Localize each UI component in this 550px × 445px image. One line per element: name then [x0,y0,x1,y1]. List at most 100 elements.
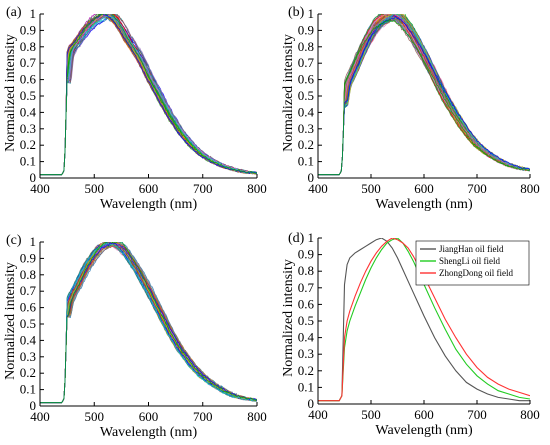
series-line-56 [40,14,257,176]
y-tick-label: 0.5 [298,313,314,328]
series-line-47 [40,14,257,176]
series-line-6 [318,16,530,176]
series-line-2 [40,242,257,404]
series-line-35 [40,14,257,176]
y-tick-label: 0.6 [20,72,37,87]
series-line-11 [40,14,257,176]
series-line-22 [40,15,257,176]
series-line-28 [40,14,257,176]
series-line-48 [40,14,257,176]
panel-b: (b) 400 500 600 700 800 00.1 0.20.3 0.40.50.6 0.7… [281,5,540,212]
series-line-59 [40,242,257,404]
series-line-11 [40,242,257,404]
y-tick-label: 0.2 [298,363,314,378]
y-tick-label: 0.4 [20,332,37,347]
y-tick-label: 0.3 [20,349,36,364]
x-tick-label: 400 [30,181,50,196]
series-line-6 [40,242,257,404]
y-tick-label: 0.9 [20,22,36,37]
x-tick-label: 600 [139,409,159,424]
series-line-38 [40,242,257,404]
legend-entry: ZhongDong oil field [439,268,513,278]
y-tick-label: 1 [30,234,37,249]
series-line-26 [40,242,257,404]
y-tick-label: 1 [308,230,315,245]
series-line-46 [318,17,530,176]
series-line-1 [40,242,257,404]
y-tick-label: 0 [308,396,315,411]
series-line-59 [40,14,257,176]
x-axis-label: Wavelength (nm) [100,425,198,440]
series-line-54 [40,242,257,404]
series-line-43 [40,15,257,176]
y-tick-label: 0.1 [20,382,36,397]
series-line-50 [40,242,257,404]
series-line-32 [40,14,257,176]
panel-label: (b) [288,5,305,20]
y-tick-label: 0.6 [298,296,315,311]
series-line-36 [318,15,530,176]
y-axis-label: Normalized intensity [281,259,296,377]
series-line-27 [40,14,257,176]
y-tick-label: 0 [308,170,315,185]
series-line-24 [40,15,257,176]
series-line-55 [40,14,257,176]
series-line-29 [40,242,257,404]
y-tick-label: 0.3 [298,346,314,361]
series-line-21 [40,14,257,176]
series-line-57 [40,15,257,176]
series-line-44 [40,242,257,404]
x-axis-label: Wavelength (nm) [375,197,473,212]
x-tick-label: 600 [414,407,434,422]
series-line-45 [40,14,257,176]
x-tick-label: 700 [193,181,213,196]
series-line-51 [40,15,257,176]
series-line-50 [40,15,257,176]
series-line-33 [40,14,257,176]
x-tick-label: 800 [247,181,267,196]
series-line-8 [40,242,257,404]
y-tick-label: 1 [308,6,315,21]
legend-entry: JiangHan oil field [439,244,504,254]
series-line-34 [40,243,257,404]
y-tick-label: 0.5 [20,88,36,103]
series-line-0 [40,242,257,404]
x-tick-label: 800 [520,407,540,422]
series-group [318,238,530,402]
panel-label: (c) [6,233,22,248]
series-line-3 [40,244,257,404]
y-tick-label: 1 [30,6,37,21]
series-line-56 [40,242,257,404]
y-tick-label: 0.8 [20,39,36,54]
series-line-59 [318,18,530,176]
series-line-16 [40,242,257,404]
series-line-58 [40,14,257,176]
x-tick-label: 800 [247,409,267,424]
y-axis-label: Normalized intensity [3,34,18,152]
series-line-19 [40,242,257,404]
y-tick-label: 0.9 [298,22,314,37]
series-line-27 [40,242,257,404]
x-tick-label: 400 [308,181,328,196]
y-tick-label: 0.4 [20,104,37,119]
series-line-39 [40,14,257,176]
series-line-54 [40,14,257,176]
series-line-23 [40,14,257,176]
series-line-1 [318,238,530,402]
panel-label: (a) [6,5,22,20]
y-tick-label: 0.7 [298,280,315,295]
y-tick-label: 0.8 [20,267,36,282]
y-tick-label: 0.9 [298,247,314,262]
series-line-41 [40,242,257,404]
series-line-19 [40,14,257,176]
series-line-12 [40,242,257,404]
series-line-31 [40,14,257,176]
series-line-37 [40,242,257,404]
series-line-3 [40,14,257,176]
series-line-29 [40,14,257,176]
y-tick-label: 0 [30,398,37,413]
series-line-55 [40,242,257,404]
y-tick-label: 0.4 [298,104,315,119]
y-tick-label: 0.6 [298,72,315,87]
x-tick-label: 400 [308,407,328,422]
